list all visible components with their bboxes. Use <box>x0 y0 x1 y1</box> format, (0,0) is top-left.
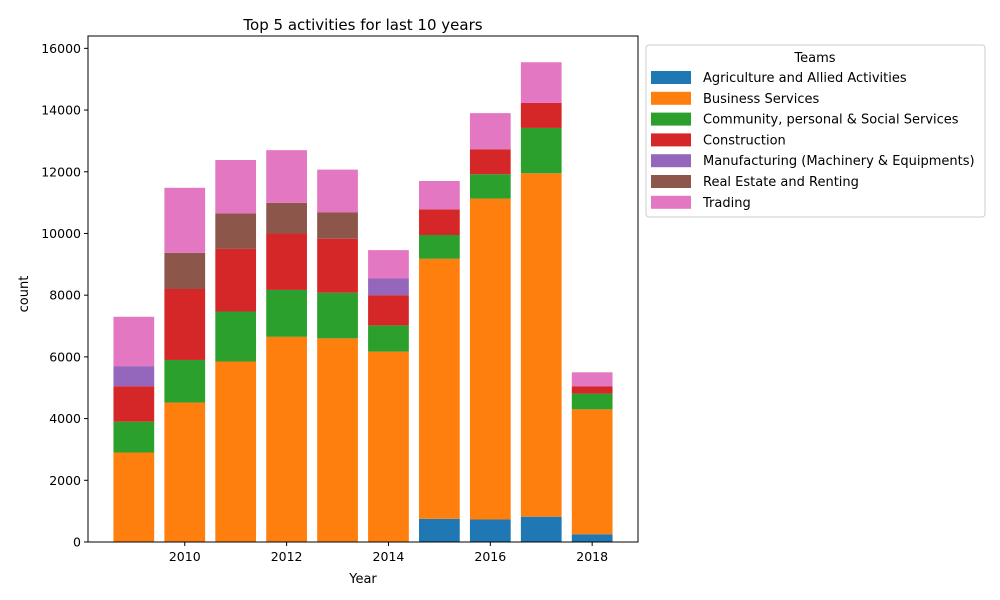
bar-trading-2016 <box>469 113 511 150</box>
bar-business-services-2017 <box>520 173 562 517</box>
bar-trading-2009 <box>113 316 155 367</box>
bar-real-estate-and-renting-2011 <box>215 213 257 249</box>
bar-trading-2017 <box>520 62 562 103</box>
bar-community-personal-social-services-2017 <box>520 127 562 174</box>
legend-label-construction: Construction <box>703 133 786 148</box>
bar-trading-2010 <box>164 187 206 253</box>
bar-agriculture-and-allied-activities-2017 <box>520 516 562 542</box>
x-tick-label: 2012 <box>271 549 303 564</box>
bar-construction-2013 <box>317 238 358 293</box>
legend-entries: Agriculture and Allied Activities Busines… <box>651 71 975 211</box>
bar-community-personal-social-services-2014 <box>368 325 409 352</box>
legend-swatch-agriculture-and-allied-activities <box>651 71 691 84</box>
legend-swatch-real-estate-and-renting <box>651 175 691 188</box>
plot-frame <box>87 35 639 543</box>
y-tick-label: 12000 <box>41 164 81 179</box>
legend-swatch-business-services <box>651 91 691 105</box>
x-tick-label: 2014 <box>373 549 405 564</box>
bar-manufacturing-machinery-equipments-2009 <box>113 366 155 387</box>
bar-trading-2014 <box>368 250 409 279</box>
legend-swatch-community-personal-social-services <box>651 112 691 126</box>
chart-title: Top 5 activities for last 10 years <box>242 16 482 34</box>
bar-business-services-2012 <box>266 336 307 542</box>
y-tick-label: 2000 <box>49 473 81 488</box>
legend-swatch-trading <box>651 195 691 209</box>
x-axis-label: Year <box>348 572 377 587</box>
bar-agriculture-and-allied-activities-2018 <box>571 534 613 542</box>
legend-label-business-services: Business Services <box>703 92 820 107</box>
bar-business-services-2016 <box>469 198 511 520</box>
legend-swatch-manufacturing-machinery-equipments <box>651 154 691 168</box>
bar-community-personal-social-services-2012 <box>266 289 307 337</box>
y-tick-label: 4000 <box>49 411 81 426</box>
bar-community-personal-social-services-2013 <box>317 292 358 339</box>
bars-layer <box>113 62 613 542</box>
bar-trading-2018 <box>571 372 613 387</box>
y-tick-label: 6000 <box>49 349 81 364</box>
bar-trading-2015 <box>419 181 460 210</box>
bar-construction-2011 <box>215 248 257 312</box>
bar-real-estate-and-renting-2012 <box>266 202 307 234</box>
bar-community-personal-social-services-2009 <box>113 421 155 453</box>
legend-label-community-personal-social-services: Community, personal & Social Services <box>703 113 959 128</box>
y-tick-label: 10000 <box>41 226 81 241</box>
legend-label-agriculture-and-allied-activities: Agriculture and Allied Activities <box>703 71 907 86</box>
bar-business-services-2013 <box>317 338 358 542</box>
legend-label-manufacturing-machinery-equipments: Manufacturing (Machinery & Equipments) <box>703 154 975 169</box>
legend-label-real-estate-and-renting: Real Estate and Renting <box>703 175 859 190</box>
bar-construction-2010 <box>164 289 206 360</box>
bar-community-personal-social-services-2015 <box>419 235 460 259</box>
bar-real-estate-and-renting-2010 <box>164 252 206 289</box>
bar-construction-2016 <box>469 149 511 175</box>
legend-frame <box>645 44 986 218</box>
bar-construction-2009 <box>113 386 155 422</box>
legend: Teams Agriculture and Allied Activities B… <box>645 44 986 218</box>
bar-business-services-2014 <box>368 351 409 542</box>
y-tick-label: 0 <box>73 535 81 550</box>
legend-label-trading: Trading <box>702 196 751 211</box>
bar-business-services-2018 <box>571 409 613 535</box>
y-tick-label: 14000 <box>41 103 81 118</box>
bar-trading-2012 <box>266 150 307 203</box>
bar-community-personal-social-services-2011 <box>215 311 257 362</box>
bar-trading-2011 <box>215 160 257 214</box>
bar-business-services-2009 <box>113 452 155 542</box>
y-axis-label: count <box>17 276 32 313</box>
bar-business-services-2011 <box>215 361 257 542</box>
bar-trading-2013 <box>317 169 358 213</box>
bar-construction-2012 <box>266 233 307 290</box>
bar-construction-2015 <box>419 209 460 236</box>
x-tick-label: 2018 <box>576 549 608 564</box>
axes-layer: 0 2000 4000 6000 8000 10000 12000 14000 16000 201… <box>41 35 639 564</box>
legend-swatch-construction <box>651 133 691 147</box>
bar-community-personal-social-services-2018 <box>571 393 613 410</box>
bar-construction-2014 <box>368 295 409 326</box>
bar-manufacturing-machinery-equipments-2014 <box>368 278 409 296</box>
y-tick-label: 16000 <box>41 41 81 56</box>
bar-real-estate-and-renting-2013 <box>317 212 358 239</box>
bar-community-personal-social-services-2010 <box>164 359 206 403</box>
y-tick-label: 8000 <box>49 288 81 303</box>
bar-agriculture-and-allied-activities-2015 <box>419 518 460 542</box>
x-tick-label: 2010 <box>169 549 201 564</box>
x-tick-label: 2016 <box>474 549 506 564</box>
bar-business-services-2015 <box>419 258 460 519</box>
bar-agriculture-and-allied-activities-2016 <box>469 519 511 542</box>
bar-business-services-2010 <box>164 402 206 542</box>
bar-construction-2017 <box>520 102 562 128</box>
bar-community-personal-social-services-2016 <box>469 174 511 199</box>
bar-construction-2018 <box>571 386 613 394</box>
legend-title: Teams <box>793 51 835 66</box>
